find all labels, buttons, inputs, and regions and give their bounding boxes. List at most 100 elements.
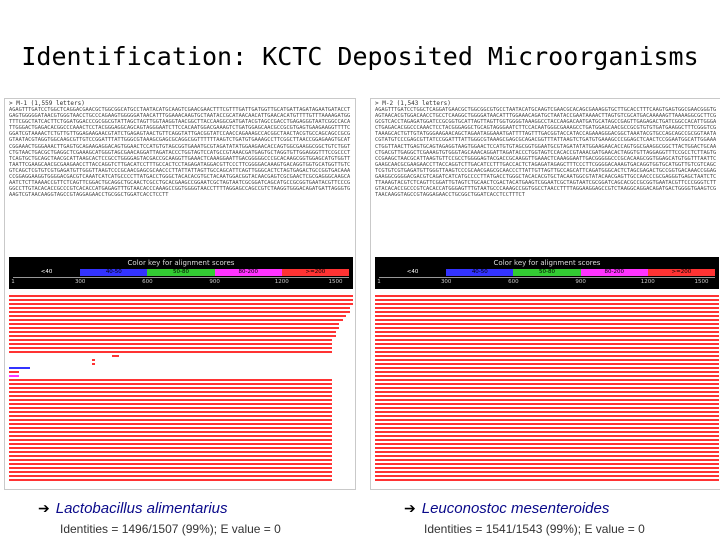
color-key-bin: >=200: [281, 269, 350, 276]
species-result-left: ➔ Lactobacillus alimentarius: [38, 500, 228, 517]
alignment-hit-bar: [375, 447, 719, 449]
alignment-hit-bar: [9, 351, 333, 353]
color-key-bin: >=200: [647, 269, 716, 276]
alignment-hit-bar: [375, 299, 719, 301]
alignment-hit-bar: [375, 339, 719, 341]
alignment-hit-bar: [375, 319, 719, 321]
alignment-hit-bar: [9, 303, 353, 305]
query-axis: 1 300 600 900 1200 1500: [11, 277, 349, 287]
axis-tick-label: 1200: [640, 279, 655, 285]
alignment-hit-bar: [9, 447, 333, 449]
axis-tick-label: 1500: [694, 279, 709, 285]
color-key-bin: <40: [13, 269, 81, 276]
alignment-hit-bar: [9, 379, 333, 381]
alignment-hit-bar: [91, 359, 95, 361]
color-key: Color key for alignment scores <40 40-50…: [375, 257, 719, 289]
identity-stats: Identities = 1541/1543 (99%); E value = …: [424, 522, 645, 536]
axis-tick-label: 600: [142, 279, 153, 285]
color-key-bin: 40-50: [446, 269, 514, 276]
alignment-hit-bar: [375, 347, 719, 349]
alignment-hit-bar: [112, 355, 120, 357]
alignment-hit-bar: [375, 403, 719, 405]
alignment-hit-bar: [9, 415, 333, 417]
alignment-hit-bar: [9, 435, 333, 437]
arrow-right-icon: ➔: [38, 500, 50, 516]
alignment-hit-bar: [9, 299, 353, 301]
alignment-hit-bar: [375, 415, 719, 417]
alignment-hit-bar: [9, 419, 333, 421]
alignment-hit-bar: [375, 303, 719, 305]
alignment-hit-bar: [9, 431, 333, 433]
alignment-hit-bar: [9, 443, 333, 445]
alignment-hit-bar: [375, 295, 719, 297]
alignment-hit-bar: [9, 319, 343, 321]
sequence-header: > M-2 (1,543 letters): [375, 100, 451, 107]
alignment-hit-bar: [9, 323, 340, 325]
alignment-hit-bar: [375, 463, 719, 465]
axis-tick-label: 1200: [274, 279, 289, 285]
alignment-hit-bar: [9, 475, 333, 477]
alignment-hit-bar: [375, 479, 719, 481]
sequence-text: AGAGTTTGATCCTGGCTCAGGACGAACGCTGGCGGCATGC…: [9, 107, 351, 199]
color-key-title: Color key for alignment scores: [493, 259, 601, 267]
alignment-hit-bar: [9, 427, 333, 429]
alignment-hit-bar: [375, 475, 719, 477]
alignment-hit-bar: [9, 331, 336, 333]
alignment-hit-bar: [9, 307, 350, 309]
alignment-hit-bar: [375, 379, 719, 381]
alignment-hits: [375, 295, 719, 487]
alignment-hit-bar: [375, 411, 719, 413]
slide-title: Identification: KCTC Deposited Microorga…: [21, 42, 699, 71]
color-key-swatches: <40 40-50 50-80 80-200 >=200: [379, 269, 716, 276]
alignment-hit-bar: [9, 407, 333, 409]
alignment-hit-bar: [375, 459, 719, 461]
alignment-hit-bar: [375, 375, 719, 377]
alignment-hit-bar: [375, 327, 719, 329]
alignment-hit-bar: [9, 467, 333, 469]
alignment-hit-bar: [9, 295, 353, 297]
alignment-hit-bar: [9, 339, 333, 341]
alignment-hit-bar: [375, 471, 719, 473]
sequence-text: AGAGTTTGATCCTGGCTCAGGATGAACGCTGGCGGCGTGC…: [375, 107, 717, 199]
axis-tick-label: 1: [11, 279, 15, 285]
alignment-hit-bar: [9, 383, 333, 385]
query-axis: 1 300 600 900 1200 1500: [377, 277, 715, 287]
alignment-hit-bar: [9, 343, 333, 345]
color-key: Color key for alignment scores <40 40-50…: [9, 257, 353, 289]
alignment-hit-bar: [375, 355, 719, 357]
alignment-hit-bar: [9, 387, 333, 389]
alignment-hit-bar: [9, 471, 333, 473]
alignment-hit-bar: [9, 395, 333, 397]
alignment-hit-bar: [9, 327, 340, 329]
color-key-bin: 50-80: [513, 269, 581, 276]
alignment-hit-bar: [375, 343, 719, 345]
axis-tick-label: 600: [508, 279, 519, 285]
alignment-hit-bar: [375, 431, 719, 433]
alignment-hits: [9, 295, 353, 487]
axis-tick-label: 1500: [328, 279, 343, 285]
alignment-hit-bar: [375, 387, 719, 389]
color-key-bin: 50-80: [147, 269, 215, 276]
color-key-swatches: <40 40-50 50-80 80-200 >=200: [13, 269, 350, 276]
alignment-hit-bar: [375, 435, 719, 437]
alignment-hit-bar: [9, 479, 333, 481]
alignment-hit-bar: [9, 459, 333, 461]
species-result-right: ➔ Leuconostoc mesenteroides: [404, 500, 609, 517]
blast-panel-right: > M-2 (1,543 letters) AGAGTTTGATCCTGGCTC…: [370, 98, 720, 490]
alignment-hit-bar: [375, 395, 719, 397]
alignment-hit-bar: [375, 451, 719, 453]
alignment-hit-bar: [375, 419, 719, 421]
species-name: Leuconostoc mesenteroides: [421, 500, 610, 517]
alignment-hit-bar: [9, 347, 333, 349]
alignment-hit-bar: [375, 311, 719, 313]
alignment-hit-bar: [375, 467, 719, 469]
axis-tick-label: 300: [74, 279, 86, 285]
alignment-hit-bar: [9, 375, 20, 377]
alignment-hit-bar: [9, 463, 333, 465]
alignment-hit-bar: [9, 371, 20, 373]
color-key-bin: <40: [379, 269, 447, 276]
alignment-hit-bar: [375, 391, 719, 393]
alignment-hit-bar: [375, 399, 719, 401]
axis-tick-label: 300: [440, 279, 452, 285]
alignment-hit-bar: [9, 439, 333, 441]
